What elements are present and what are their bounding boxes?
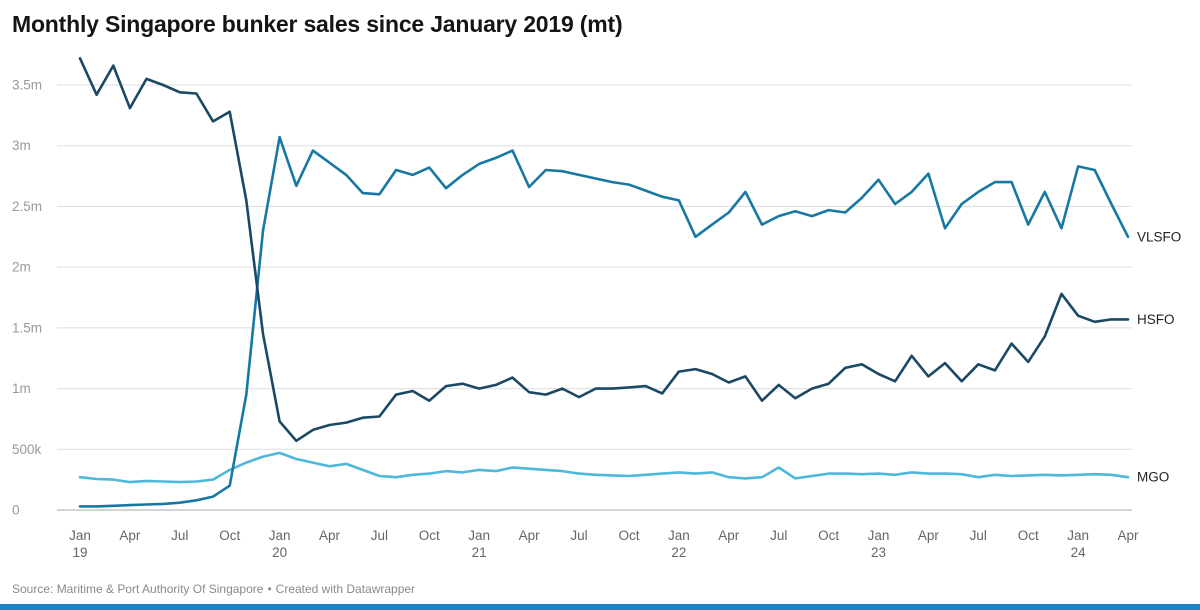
x-axis-tick-label: Jul (371, 528, 388, 543)
datawrapper-credit-link[interactable]: Created with Datawrapper (275, 582, 416, 596)
y-axis-tick-label: 1m (12, 381, 31, 396)
x-axis-year-label: 24 (1071, 545, 1087, 560)
x-axis-year-label: 20 (272, 545, 287, 560)
x-axis-year-label: 22 (671, 545, 686, 560)
series-label-mgo: MGO (1137, 470, 1169, 485)
x-axis-tick-label: Apr (119, 528, 141, 543)
y-axis-tick-label: 2.5m (12, 199, 42, 214)
series-line-hsfo (78, 56, 1130, 443)
x-axis-tick-label: Oct (219, 528, 240, 543)
x-axis-tick-label: Jul (570, 528, 587, 543)
series-label-hsfo: HSFO (1137, 312, 1175, 327)
x-axis-tick-label: Apr (319, 528, 341, 543)
y-axis-tick-label: 2m (12, 260, 31, 275)
x-axis-tick-label: Oct (419, 528, 440, 543)
series-line-mgo (78, 451, 1130, 484)
source-separator: • (267, 582, 272, 596)
source-text: Source: Maritime & Port Authority Of Sin… (12, 582, 264, 596)
x-axis-tick-label: Oct (1018, 528, 1039, 543)
x-axis-tick-label: Jan (69, 528, 91, 543)
source-line: Source: Maritime & Port Authority Of Sin… (12, 582, 419, 596)
series-label-vlsfo: VLSFO (1137, 229, 1181, 244)
y-axis-tick-label: 1.5m (12, 320, 42, 335)
chart-title: Monthly Singapore bunker sales since Jan… (12, 11, 623, 37)
y-axis-tick-label: 3m (12, 138, 31, 153)
x-axis-tick-label: Jan (668, 528, 690, 543)
x-axis-year-label: 21 (472, 545, 487, 560)
x-axis-year-label: 19 (72, 545, 87, 560)
x-axis-tick-label: Jan (269, 528, 291, 543)
x-axis-tick-label: Apr (718, 528, 740, 543)
x-axis-year-label: 23 (871, 545, 886, 560)
y-axis-tick-label: 500k (12, 442, 42, 457)
x-axis-tick-label: Jul (770, 528, 787, 543)
footer-accent-bar (0, 604, 1200, 610)
x-axis-tick-label: Jul (970, 528, 987, 543)
x-axis-tick-label: Oct (618, 528, 639, 543)
x-axis-tick-label: Jul (171, 528, 188, 543)
x-axis-tick-label: Oct (818, 528, 839, 543)
x-axis-tick-label: Jan (868, 528, 890, 543)
x-axis-tick-label: Apr (519, 528, 541, 543)
x-axis-tick-label: Apr (1117, 528, 1139, 543)
y-axis-tick-label: 3.5m (12, 78, 42, 93)
x-axis-tick-label: Apr (918, 528, 940, 543)
series-line-vlsfo (78, 135, 1130, 508)
x-axis-tick-label: Jan (1067, 528, 1089, 543)
x-axis-tick-label: Jan (468, 528, 490, 543)
y-axis-tick-label: 0 (12, 503, 20, 518)
